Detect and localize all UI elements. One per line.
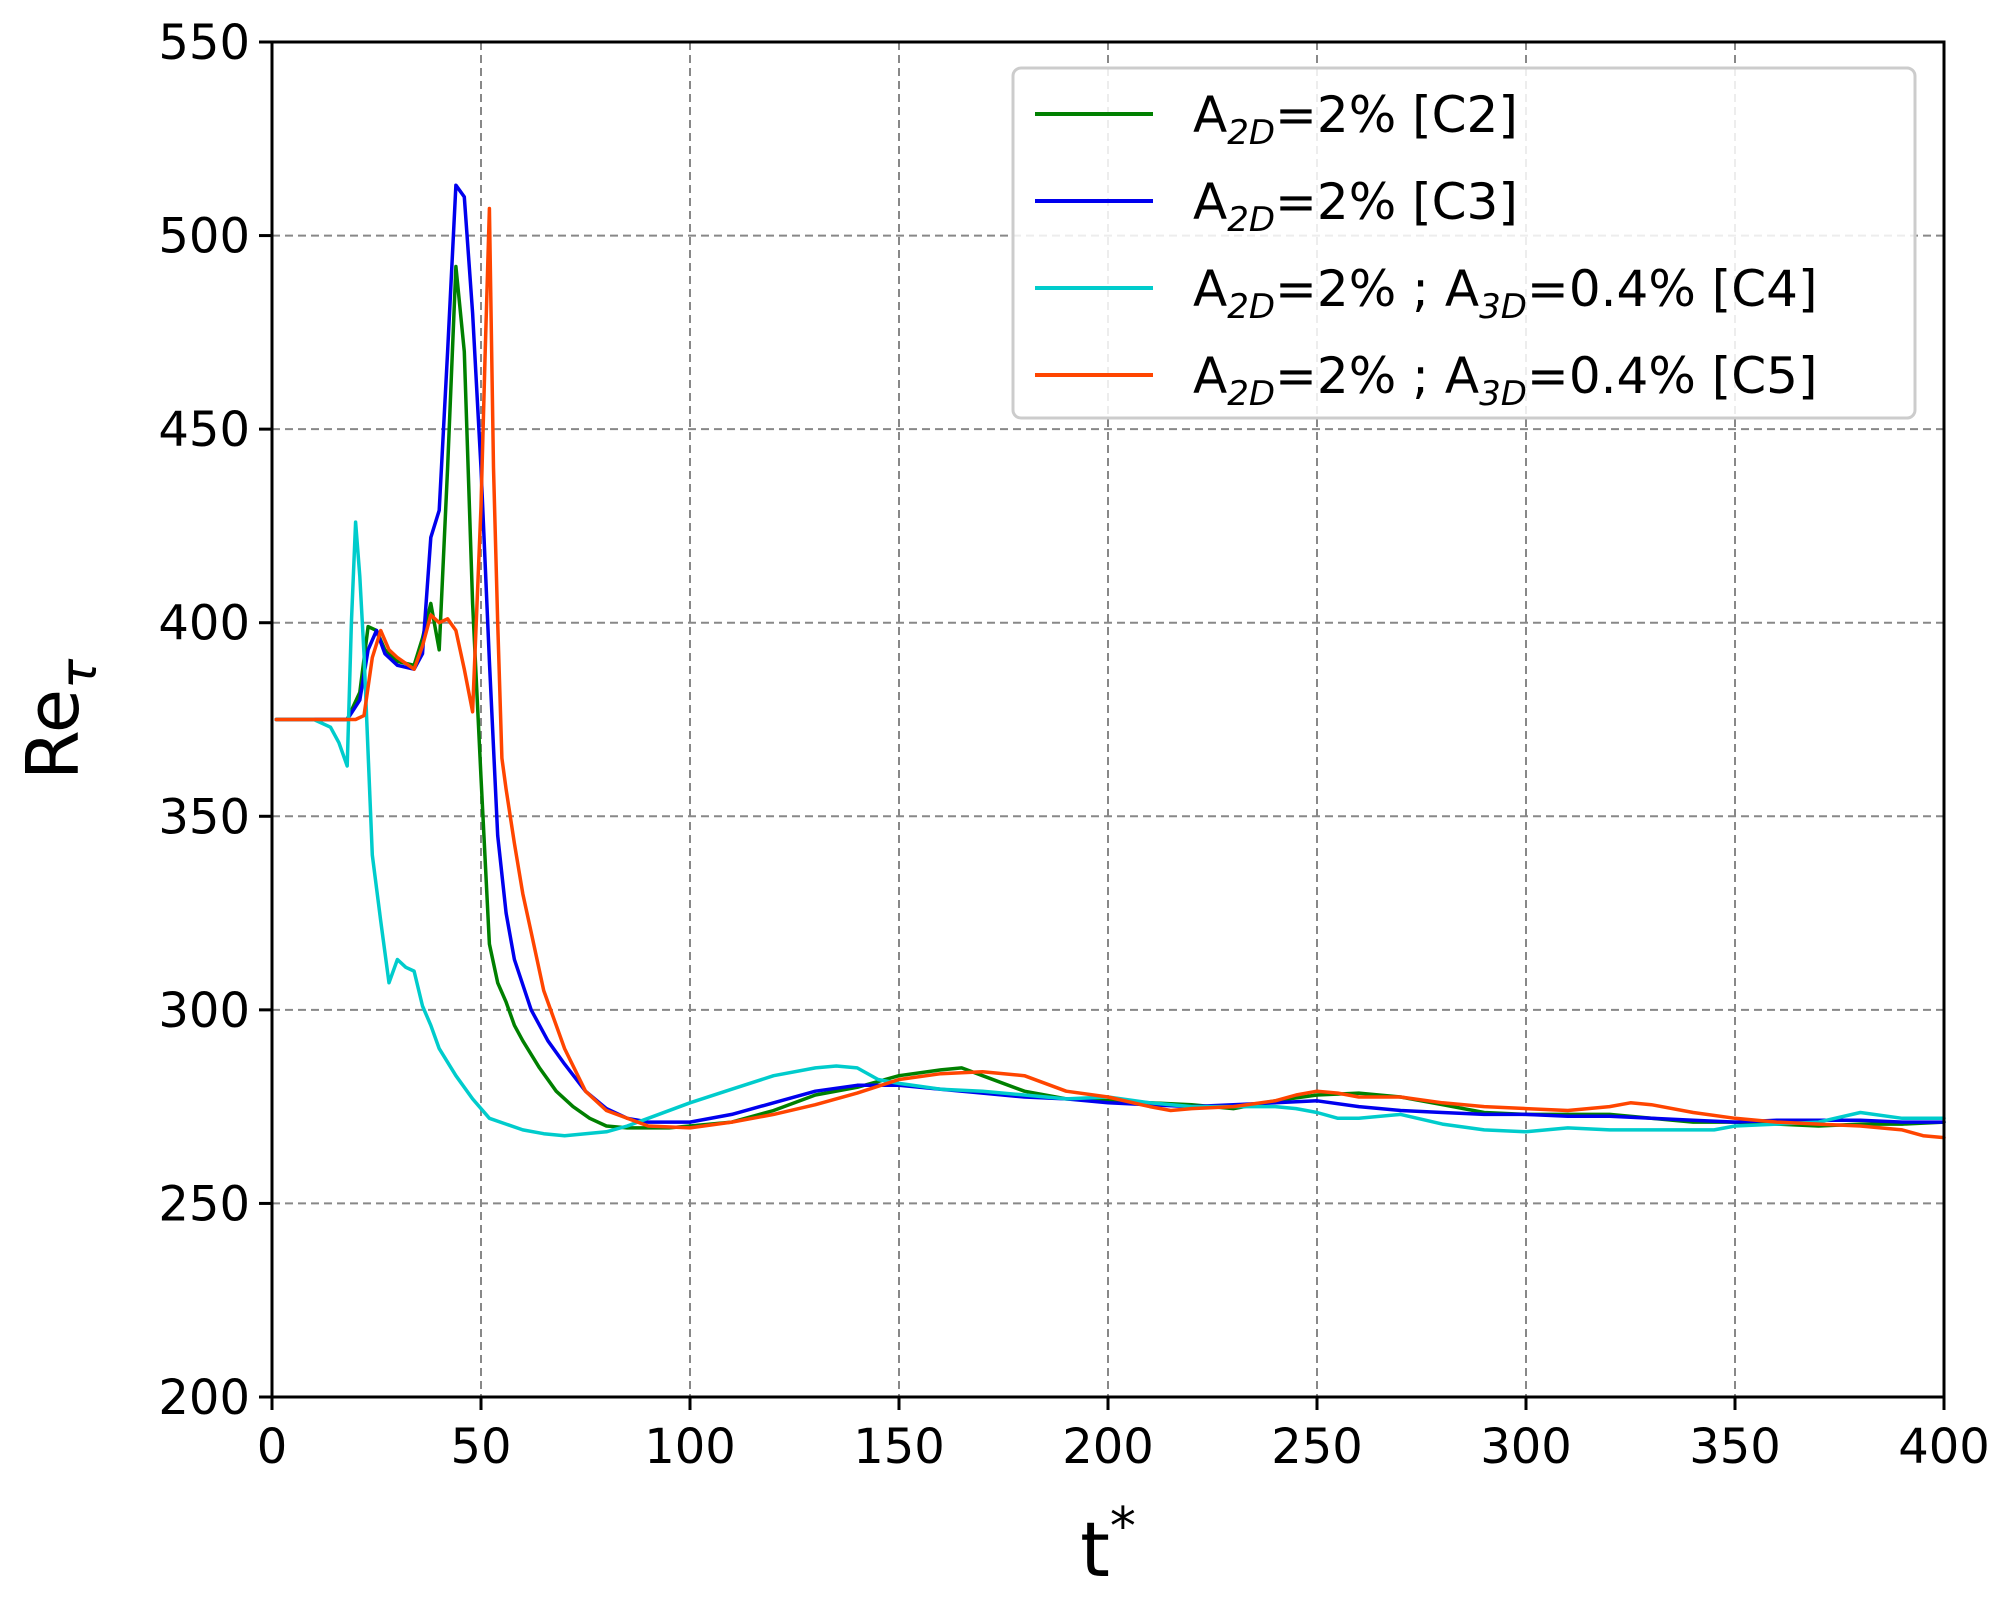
y-tick-label: 400	[158, 596, 250, 652]
legend-entry-2: A2D=2% [C3]	[1193, 173, 1518, 240]
y-tick-label: 550	[158, 15, 250, 71]
series-lines	[274, 183, 1946, 1140]
y-tick-label: 200	[158, 1370, 250, 1426]
series-line-4	[274, 206, 1946, 1140]
x-axis-label: t*	[1080, 1497, 1136, 1594]
series-line-3	[274, 520, 1946, 1138]
x-tick-label: 150	[853, 1419, 945, 1475]
legend-entry-3: A2D=2% ; A3D=0.4% [C4]	[1193, 260, 1817, 327]
legend-box	[1011, 66, 1917, 420]
y-tick-label: 250	[158, 1176, 250, 1232]
y-tick-label: 300	[158, 983, 250, 1039]
x-tick-label: 250	[1271, 1419, 1363, 1475]
legend-entry-1: A2D=2% [C2]	[1193, 86, 1518, 153]
y-axis-label: Reτ	[11, 658, 108, 780]
x-tick-label: 100	[644, 1419, 736, 1475]
x-tick-label: 50	[450, 1419, 511, 1475]
y-tick-label: 500	[158, 209, 250, 265]
y-tick-label: 350	[158, 789, 250, 845]
legend-entry-4: A2D=2% ; A3D=0.4% [C5]	[1193, 347, 1817, 414]
legend: A2D=2% [C2] A2D=2% [C3] A2D=2% ; A3D=0.4% …	[1011, 66, 1917, 420]
x-tick-label: 200	[1062, 1419, 1154, 1475]
series-line-2	[274, 183, 1946, 1124]
y-tick-label: 450	[158, 402, 250, 458]
x-tick-label: 400	[1898, 1419, 1990, 1475]
x-tick-label: 0	[257, 1419, 288, 1475]
x-tick-label: 300	[1480, 1419, 1572, 1475]
x-tick-label: 350	[1689, 1419, 1781, 1475]
axis-ticks: 0 50 100 150 200 250 300 350 400 200 250 300 350 400 4…	[158, 15, 1989, 1475]
